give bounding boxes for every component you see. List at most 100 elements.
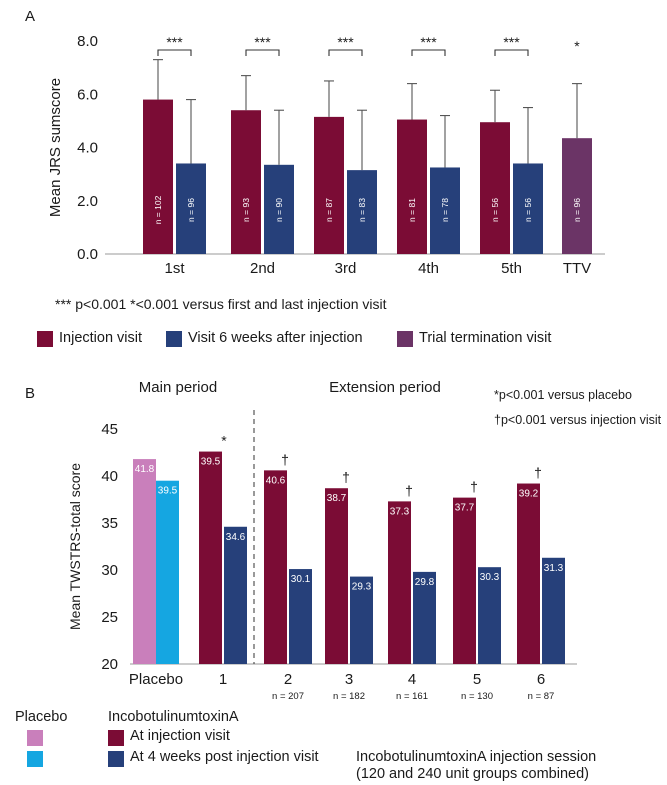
sample-size-label: n = 96 (572, 198, 582, 222)
legend-label-six-weeks: Visit 6 weeks after injection (188, 330, 363, 346)
significance-bracket (494, 49, 529, 56)
bar-placebo-injection (133, 459, 156, 664)
bar-at-4-weeks (478, 567, 501, 664)
bar-at-4-weeks (224, 526, 247, 664)
y-tick-label: 35 (101, 515, 118, 532)
significance-bracket (411, 49, 446, 56)
bar-value-label: 37.3 (390, 506, 410, 517)
bar-value-label: 37.7 (455, 503, 475, 514)
bar-value-label: 29.8 (415, 577, 435, 588)
bar-value-label: 30.1 (291, 574, 311, 585)
sample-size-label: n = 83 (357, 198, 367, 222)
y-axis-title: Mean TWSTRS-total score (67, 463, 83, 630)
sample-size-label: n = 207 (272, 691, 304, 702)
significance-marker: † (470, 479, 478, 495)
y-tick-label: 25 (101, 609, 118, 626)
significance-marker: † (281, 451, 289, 467)
y-axis-title: Mean JRS sumscore (47, 78, 64, 217)
bar-at-4-weeks (542, 557, 565, 664)
bar-six-weeks (264, 164, 294, 254)
y-tick-label: 0.0 (77, 246, 98, 263)
x-tick-label: 3rd (335, 260, 357, 277)
panel-a-footnote: *** p<0.001 *<0.001 versus first and las… (55, 296, 387, 312)
bar-trial-termination (562, 138, 592, 254)
sample-size-label: n = 87 (324, 198, 334, 222)
legend-swatch-six-weeks (166, 331, 182, 347)
sample-size-label: n = 87 (528, 691, 555, 702)
x-tick-label: 3 (345, 671, 353, 688)
bar-value-label: 39.2 (519, 489, 539, 500)
significance-bracket (157, 49, 192, 56)
panel-b-label: B (25, 385, 36, 402)
legend-head-placebo: Placebo (15, 709, 68, 725)
bar-injection-visit (480, 122, 510, 254)
legend-head-incobotulinumtoxina: IncobotulinumtoxinA (108, 709, 239, 725)
significance-bracket (245, 49, 280, 56)
panel-b-note-injection: †p<0.001 versus injection visit (494, 413, 662, 427)
bar-at-injection (325, 488, 348, 664)
sample-size-label: n = 102 (153, 195, 163, 224)
period-label-main: Main period (139, 379, 217, 396)
bar-at-injection (453, 497, 476, 664)
bar-injection-visit (143, 99, 173, 254)
legend-swatch-at-injection (108, 730, 124, 746)
bar-placebo-4-weeks (156, 480, 179, 664)
x-tick-label: 4th (418, 260, 439, 277)
x-tick-label: TTV (563, 260, 591, 277)
legend-label-injection-visit: Injection visit (59, 330, 143, 346)
significance-marker: * (574, 38, 580, 54)
legend-label-at-4-weeks: At 4 weeks post injection visit (130, 749, 319, 765)
panel-a-label: A (25, 8, 36, 25)
significance-marker: † (405, 482, 413, 498)
bar-injection-visit (231, 110, 261, 254)
sample-size-label: n = 182 (333, 691, 365, 702)
bar-at-4-weeks (350, 576, 373, 664)
bar-at-injection (264, 470, 287, 664)
bar-value-label: 29.3 (352, 582, 372, 593)
bar-value-label: 38.7 (327, 493, 347, 504)
significance-marker: *** (503, 34, 520, 50)
significance-marker: *** (166, 34, 183, 50)
bar-at-4-weeks (413, 571, 436, 664)
y-tick-label: 30 (101, 562, 118, 579)
bar-at-injection (199, 451, 222, 664)
y-tick-label: 4.0 (77, 140, 98, 157)
x-tick-label: 2 (284, 671, 292, 688)
legend-swatch-at-4-weeks (108, 751, 124, 767)
legend-swatch-placebo-injection (27, 730, 43, 746)
bar-value-label: 40.6 (266, 475, 286, 486)
panel-b-note-placebo: *p<0.001 versus placebo (494, 388, 632, 402)
y-tick-label: 2.0 (77, 193, 98, 210)
significance-marker: *** (337, 34, 354, 50)
x-tick-label: 5 (473, 671, 481, 688)
y-tick-label: 20 (101, 656, 118, 673)
x-tick-label: 1 (219, 671, 227, 688)
period-label-extension: Extension period (329, 379, 441, 396)
bar-value-label: 30.3 (480, 572, 500, 583)
y-tick-label: 45 (101, 421, 118, 438)
x-tick-label: 2nd (250, 260, 275, 277)
legend-swatch-placebo-4weeks (27, 751, 43, 767)
significance-marker: *** (420, 34, 437, 50)
sample-size-label: n = 56 (523, 198, 533, 222)
significance-marker: * (221, 433, 227, 449)
sample-size-label: n = 90 (274, 198, 284, 222)
bar-six-weeks (513, 163, 543, 254)
bar-injection-visit (314, 116, 344, 254)
bar-six-weeks (176, 163, 206, 254)
bar-value-label: 39.5 (201, 457, 221, 468)
x-tick-label: 5th (501, 260, 522, 277)
x-tick-label: 4 (408, 671, 416, 688)
legend-swatch-ttv (397, 331, 413, 347)
bar-injection-visit (397, 119, 427, 254)
sample-size-label: n = 93 (241, 198, 251, 222)
x-tick-label: Placebo (129, 671, 183, 688)
significance-bracket (328, 49, 363, 56)
legend-label-ttv: Trial termination visit (419, 330, 552, 346)
bar-value-label: 39.5 (158, 486, 178, 497)
sample-size-label: n = 81 (407, 198, 417, 222)
sample-size-label: n = 130 (461, 691, 493, 702)
legend-swatch-injection-visit (37, 331, 53, 347)
bar-six-weeks (430, 167, 460, 254)
